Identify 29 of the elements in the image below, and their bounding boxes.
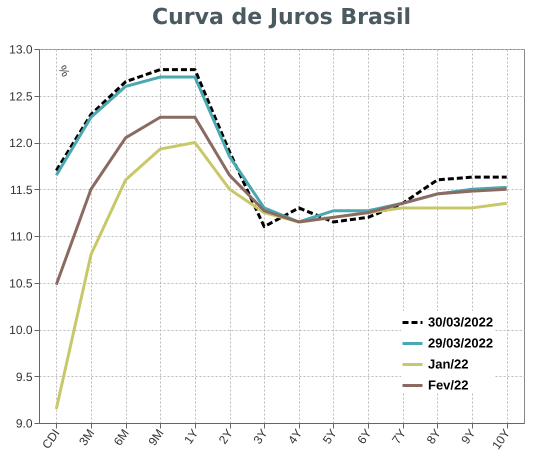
annotation: % — [55, 62, 73, 80]
x-tick-label: 9Y — [458, 426, 478, 447]
x-tick-label: 7Y — [389, 426, 409, 447]
x-tick-label: 2Y — [216, 426, 236, 447]
y-tick-label: 12.0 — [9, 136, 33, 150]
x-tick-label: 5Y — [320, 426, 340, 447]
legend-label: 29/03/2022 — [428, 336, 494, 350]
y-tick-label: 11.5 — [10, 182, 33, 197]
x-tick-label: 9M — [145, 426, 166, 448]
x-tick-label: 3Y — [250, 426, 270, 447]
y-tick-label: 10.5 — [9, 276, 33, 290]
x-tick-label: 4Y — [285, 426, 306, 447]
legend-label: 30/03/2022 — [428, 314, 494, 330]
y-tick-label: 13.0 — [9, 42, 33, 56]
y-tick-label: 11.0 — [10, 230, 33, 244]
x-tick-label: 1Y — [181, 426, 202, 447]
y-tick-label: 9.0 — [16, 416, 33, 430]
x-tick-label: 3M — [76, 426, 98, 448]
legend-label: Fev/22 — [428, 378, 468, 392]
chart-title: Curva de Juros Brasil — [152, 5, 412, 30]
y-tick-label: 9.5 — [16, 370, 33, 384]
x-tick-label: 8Y — [424, 426, 444, 447]
line-series — [54, 116, 508, 286]
legend-label: Jan/22 — [428, 356, 468, 372]
x-tick-label: 6M — [110, 426, 132, 448]
x-tick-label: 6Y — [354, 426, 374, 447]
y-tick-label: 12.5 — [9, 89, 33, 104]
x-tick-label: CDI — [39, 426, 63, 452]
y-tick-label: 10.0 — [9, 323, 33, 337]
